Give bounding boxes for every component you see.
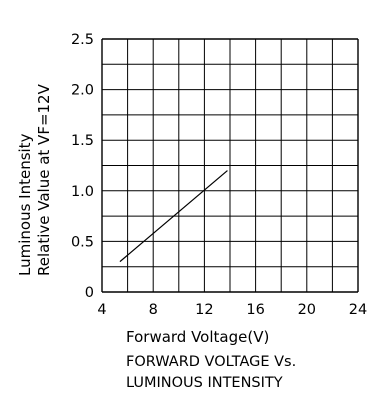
y-tick-label: 0.5: [71, 234, 94, 250]
y-tick-labels: 0 0.5 1.0 1.5 2.0 2.5: [71, 32, 94, 301]
plot-grid: [101, 38, 359, 293]
x-tick-label: 12: [195, 302, 213, 318]
series-line: [119, 170, 228, 263]
x-tick-labels: 4 8 12 16 20 24: [97, 302, 367, 318]
y-tick-label: 1.5: [71, 133, 94, 149]
y-tick-label: 2.0: [71, 83, 94, 99]
x-tick-label: 4: [97, 302, 106, 318]
x-tick-label: 8: [149, 302, 158, 318]
x-tick-label: 20: [298, 302, 316, 318]
y-axis-title-line-1: Luminous Intensity: [16, 133, 34, 276]
y-axis-title-line-2: Relative Value at VF=12V: [35, 83, 53, 276]
x-tick-label: 16: [246, 302, 264, 318]
y-tick-label: 0: [85, 285, 94, 301]
y-tick-label: 2.5: [71, 32, 94, 48]
series-group: [119, 170, 228, 263]
y-axis-title: Luminous Intensity Relative Value at VF=…: [16, 83, 53, 276]
caption-line-1: FORWARD VOLTAGE Vs.: [126, 354, 296, 370]
y-tick-label: 1.0: [71, 184, 94, 200]
x-axis-title: Forward Voltage(V): [126, 328, 269, 346]
x-tick-label: 24: [349, 302, 367, 318]
caption-line-2: LUMINOUS INTENSITY: [126, 375, 283, 391]
